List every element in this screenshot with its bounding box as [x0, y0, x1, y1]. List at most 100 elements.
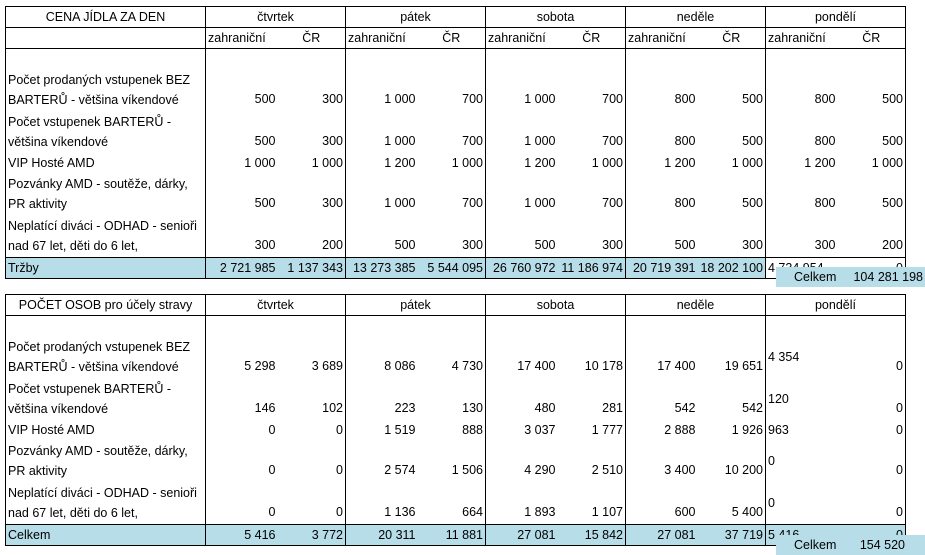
- cell: 700: [417, 69, 486, 111]
- cell: 0: [837, 420, 906, 440]
- cell: 500: [394, 238, 416, 252]
- cell: 10 200: [697, 440, 766, 482]
- row-label: Počet prodaných vstupenek BEZ BARTERŮ - …: [5, 69, 206, 111]
- cell: 500: [254, 134, 276, 148]
- table-row: Počet prodaných vstupenek BEZ BARTERŮ - …: [5, 69, 906, 111]
- price-table: CENA JÍDLA ZA DEN čtvrtek pátek sobota n…: [5, 6, 906, 279]
- spacer-row: [5, 48, 906, 69]
- persons-table: POČET OSOB pro účely stravy čtvrtek páte…: [5, 294, 906, 546]
- cell: 281: [557, 378, 626, 420]
- sub-header: zahraniční: [345, 27, 418, 49]
- sub-header: ČR: [557, 27, 626, 49]
- table-row: Počet vstupenek BARTERŮ - většina víkend…: [5, 378, 906, 420]
- subheader-row: zahraniční ČR zahraniční ČR zahraniční Č…: [5, 27, 906, 49]
- cell: 300: [277, 69, 346, 111]
- cell: 0: [837, 336, 906, 378]
- sum-cell: 27 081: [485, 524, 558, 546]
- cell: 500: [837, 69, 906, 111]
- sum-cell: 15 842: [557, 524, 626, 546]
- table-row: Počet vstupenek BARTERŮ - většina víkend…: [5, 111, 906, 153]
- cell: 10 178: [557, 336, 626, 378]
- cell: 1 136: [384, 505, 416, 519]
- cell: 664: [417, 482, 486, 525]
- row-label: Neplatící diváci - ODHAD - senioři nad 6…: [5, 215, 206, 258]
- cell: 300: [254, 238, 276, 252]
- cell: 0: [277, 440, 346, 482]
- sum-cell: 2 721 985: [205, 257, 278, 279]
- cell: 700: [417, 173, 486, 215]
- cell: 102: [277, 378, 346, 420]
- cell: 700: [557, 69, 626, 111]
- cell: 1 000: [524, 92, 556, 106]
- cell: 1 200: [384, 156, 416, 170]
- row-label: Pozvánky AMD - soutěže, dárky, PR aktivi…: [5, 440, 206, 482]
- grand-total-persons: Celkem 154 520: [776, 535, 925, 555]
- cell: 19 651: [697, 336, 766, 378]
- row-label: Neplatící diváci - ODHAD - senioři nad 6…: [5, 482, 206, 525]
- cell: 3 037: [524, 423, 556, 437]
- table-row: Pozvánky AMD - soutěže, dárky, PR aktivi…: [5, 440, 906, 482]
- cell: 1 893: [524, 505, 556, 519]
- cell: 500: [837, 111, 906, 153]
- row-label: VIP Hosté AMD: [5, 153, 206, 173]
- sub-header: ČR: [697, 27, 766, 49]
- sum-cell: 3 772: [277, 524, 346, 546]
- cell: 542: [674, 401, 696, 415]
- cell: 1 000: [384, 196, 416, 210]
- cell: 1 000: [244, 156, 276, 170]
- day-header: čtvrtek: [205, 294, 346, 316]
- cell: 0: [268, 423, 276, 437]
- cell: 0: [837, 378, 906, 420]
- sum-cell: 20 719 391: [625, 257, 698, 279]
- sum-cell: 13 273 385: [345, 257, 418, 279]
- cell: 146: [254, 401, 276, 415]
- cell: 700: [417, 111, 486, 153]
- cell: 1 777: [557, 420, 626, 440]
- cell: 0: [837, 482, 906, 525]
- cell: 800: [814, 92, 836, 106]
- sum-cell: 11 186 974: [557, 257, 626, 279]
- table-row: VIP Hosté AMD 1 000 1 000 1 200 1 000 1 …: [5, 153, 906, 173]
- cell: 300: [557, 215, 626, 258]
- sum-cell: 18 202 100: [697, 257, 766, 279]
- total-label: Celkem: [794, 270, 837, 284]
- cell: 1 926: [697, 420, 766, 440]
- cell: 4 730: [417, 336, 486, 378]
- cell: 1 000: [384, 92, 416, 106]
- cell: 1 107: [557, 482, 626, 525]
- cell: 3 400: [664, 463, 696, 477]
- sub-header: ČR: [837, 27, 906, 49]
- cell: 0: [277, 420, 346, 440]
- day-header: pondělí: [765, 6, 906, 28]
- cell: 17 400: [657, 359, 696, 373]
- cell: 700: [557, 173, 626, 215]
- cell: 300: [417, 215, 486, 258]
- cell: 500: [674, 238, 696, 252]
- table-row: Počet prodaných vstupenek BEZ BARTERŮ - …: [5, 336, 906, 378]
- table-row: Neplatící diváci - ODHAD - senioři nad 6…: [5, 482, 906, 525]
- cell: 5 400: [697, 482, 766, 525]
- day-header: pátek: [345, 6, 486, 28]
- cell: 500: [254, 196, 276, 210]
- cell: 1 000: [524, 196, 556, 210]
- cell: 130: [417, 378, 486, 420]
- cell: 0: [768, 496, 775, 510]
- total-value: 104 281 198: [853, 270, 923, 284]
- sub-header: zahraniční: [205, 27, 278, 49]
- sub-header: ČR: [277, 27, 346, 49]
- day-header: pátek: [345, 294, 486, 316]
- total-value: 154 520: [859, 538, 905, 552]
- day-header: čtvrtek: [205, 6, 346, 28]
- cell: 0: [268, 505, 276, 519]
- sum-cell: 5 416: [205, 524, 278, 546]
- cell: 1 000: [837, 153, 906, 173]
- cell: 1 506: [417, 440, 486, 482]
- sum-label: Tržby: [5, 257, 206, 279]
- cell: 800: [814, 134, 836, 148]
- day-header: sobota: [485, 294, 626, 316]
- cell: 1 000: [417, 153, 486, 173]
- day-header: sobota: [485, 6, 626, 28]
- cell: 800: [674, 196, 696, 210]
- cell: 800: [674, 92, 696, 106]
- cell: 300: [277, 111, 346, 153]
